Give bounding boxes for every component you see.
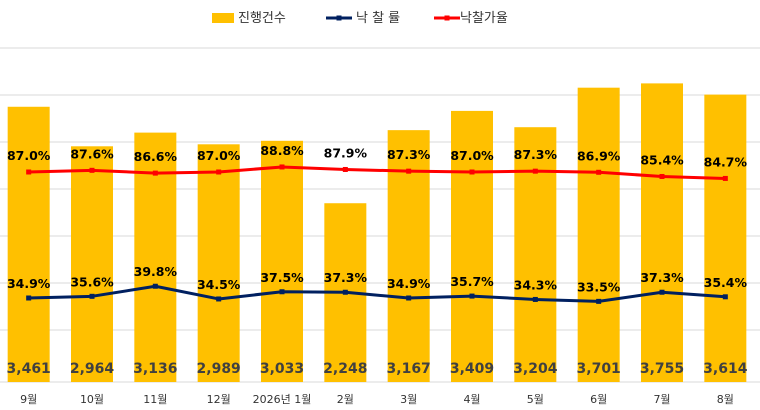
win-rate-label: 34.5% [197,277,241,292]
win-rate-label: 35.7% [450,274,494,289]
win-rate-label: 33.5% [577,279,621,294]
bar [704,94,747,382]
bar-value-label: 3,755 [640,361,684,377]
x-tick-label: 7월 [653,393,670,406]
bar-value-label: 2,989 [197,361,241,377]
line-series [26,164,728,304]
legend-label: 낙 찰 률 [356,11,400,26]
bar-value-label: 3,167 [387,361,431,377]
line-point [342,166,348,172]
bar-value-label: 3,461 [7,361,51,377]
legend-label: 낙찰가율 [460,11,508,26]
line-point [659,173,665,179]
x-tick-label: 10월 [80,393,104,406]
win-rate-label: 34.9% [387,276,431,291]
line-point [406,168,412,174]
series-line [28,284,726,303]
line-point [596,169,602,175]
bar-value-label: 3,701 [577,361,621,377]
bar-value-label: 3,033 [260,361,304,377]
line-point [26,169,32,175]
win-rate-label: 34.9% [7,276,51,291]
price-rate-label: 87.3% [514,147,558,162]
legend-label: 진행건수 [238,10,286,26]
price-rate-label: 87.0% [197,148,241,163]
x-tick-label: 8월 [717,393,734,406]
line-point [659,289,665,295]
bar-value-label: 3,409 [450,361,494,377]
legend-swatch-marker [444,15,450,21]
x-tick-label: 4월 [463,393,480,406]
legend-swatch-marker [336,15,342,21]
bar-value-label: 3,136 [133,361,177,377]
bar [261,140,303,382]
bar [577,87,620,383]
price-rate-label: 87.9% [324,145,368,160]
bar [514,127,557,382]
line-point [216,296,222,302]
x-axis: 9월 10월 11월 12월 2026년 1월 2월 3월 4월 5월 6월 7월 8월 [20,393,734,406]
bar-value-label: 2,248 [323,361,367,377]
line-point [532,296,538,302]
line-point [89,293,95,299]
price-rate-label: 87.3% [387,147,431,162]
line-point [89,167,95,173]
x-tick-label: 5월 [527,393,544,406]
bar [641,83,683,382]
line-point [596,298,602,304]
line-point [722,175,728,181]
line-point [279,164,285,170]
price-rate-label: 87.0% [450,148,494,163]
price-rate-label: 84.7% [704,154,748,169]
win-rate-label: 39.8% [134,264,178,279]
win-rate-label: 35.4% [704,275,748,290]
bar [197,144,240,382]
x-tick-label: 6월 [590,393,607,406]
price-rate-label: 85.4% [640,152,684,167]
price-rate-label: 87.0% [7,148,51,163]
line-point [216,169,222,175]
line-point [279,289,285,295]
legend: 진행건수 낙 찰 률 낙찰가율 [212,10,508,26]
line-point [152,170,158,176]
line-point [26,295,32,301]
data-labels: 3,461 2,964 3,136 2,989 3,033 2,248 3,167 3,409… [7,143,748,377]
price-rate-label: 86.6% [134,149,178,164]
win-rate-label: 37.3% [324,270,368,285]
x-tick-label: 11월 [143,393,167,406]
line-point [532,168,538,174]
bar [451,110,493,383]
x-tick-label: 12월 [207,393,231,406]
x-tick-label: 3월 [400,393,417,406]
bar [387,130,430,382]
line-point [152,283,158,289]
bar [134,132,177,382]
line-point [342,289,348,295]
price-rate-label: 87.6% [70,146,114,161]
line-point [469,169,475,175]
win-rate-label: 37.5% [260,270,304,285]
x-tick-label: 2026년 1월 [253,393,312,406]
bar-series [7,83,747,383]
bar [71,146,113,382]
series-line [28,165,726,180]
win-rate-label: 35.6% [70,274,114,289]
bar [7,106,50,382]
bar-value-label: 3,614 [703,361,748,377]
x-tick-label: 9월 [20,393,37,406]
x-tick-label: 2월 [337,393,354,406]
line-point [722,294,728,300]
win-rate-label: 34.3% [514,277,558,292]
bar-value-label: 2,964 [70,361,115,377]
legend-swatch-bar [212,13,234,23]
win-rate-label: 37.3% [640,270,684,285]
price-rate-label: 88.8% [260,143,304,158]
bar-value-label: 3,204 [513,361,558,377]
line-point [406,295,412,301]
gridlines [0,47,760,383]
price-rate-label: 86.9% [577,148,621,163]
line-point [469,293,475,299]
